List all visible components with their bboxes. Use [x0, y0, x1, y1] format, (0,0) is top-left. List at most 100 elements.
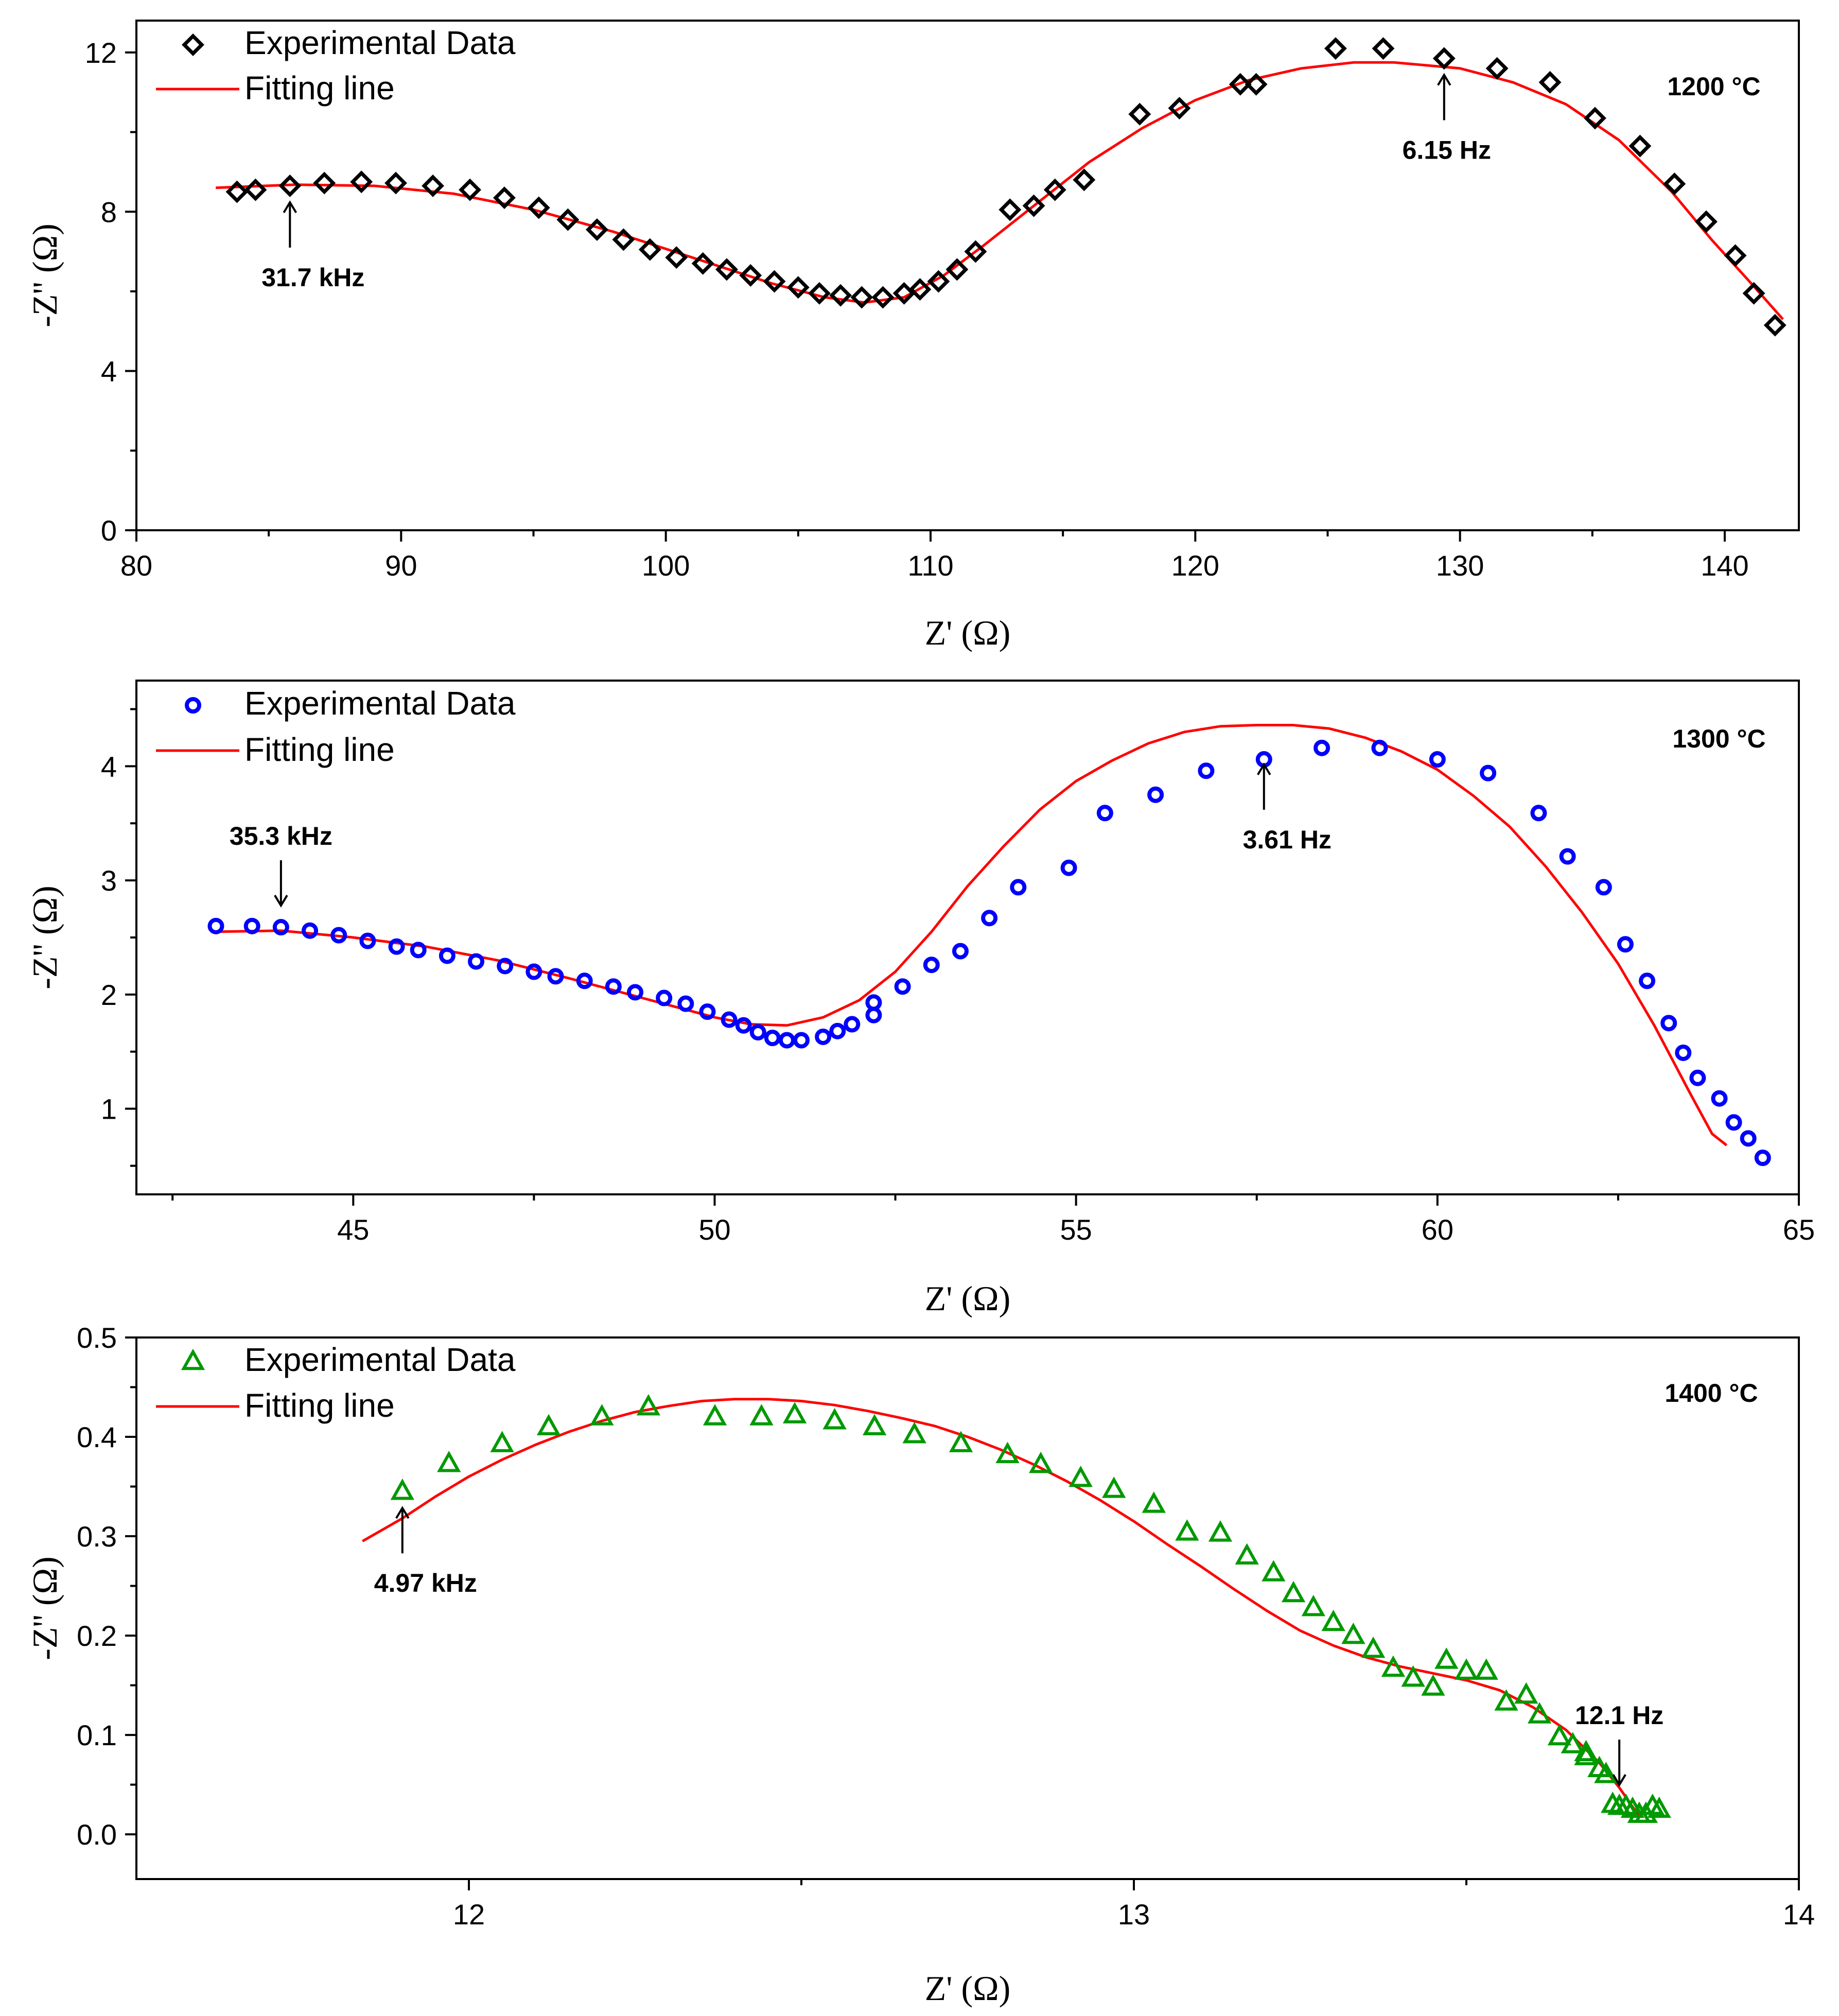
plot-frame: [135, 1336, 1800, 1880]
data-point: [945, 258, 969, 281]
fitting-line: [216, 61, 1784, 320]
data-point: [1301, 1594, 1326, 1617]
data-point: [749, 1404, 774, 1426]
data-point: [1485, 57, 1509, 80]
x-tick-label: 45: [337, 1213, 369, 1246]
data-point: [656, 989, 673, 1006]
data-point: [556, 208, 580, 231]
data-point: [808, 282, 831, 305]
data-point: [999, 198, 1022, 221]
data-point: [590, 1404, 614, 1426]
x-tick-label: 60: [1422, 1213, 1453, 1246]
data-point: [1096, 805, 1113, 822]
data-point: [735, 1017, 752, 1034]
data-point: [1010, 879, 1027, 896]
y-tick-label: 8: [101, 196, 117, 228]
data-point: [612, 228, 635, 251]
data-point: [1639, 972, 1656, 989]
data-point: [778, 1032, 795, 1049]
data-point: [1321, 1609, 1345, 1631]
data-point: [1073, 168, 1096, 192]
annotation-arrowhead: [274, 895, 288, 908]
data-point: [1324, 37, 1347, 60]
data-point: [1494, 1689, 1518, 1711]
chart-panel-1: 80 90 100 110 120 130 140 0 4 8 12 Z' (Ω) -Z'' (Ω) Ex…: [25, 20, 1800, 652]
x-tick-label: 50: [698, 1213, 730, 1246]
fitting-line: [362, 1398, 1640, 1817]
annotation-label: 12.1 Hz: [1575, 1701, 1663, 1730]
data-point: [585, 218, 608, 241]
data-point: [1235, 1543, 1259, 1565]
data-point: [871, 286, 895, 309]
data-point: [243, 917, 260, 934]
legend-label-experimental: Experimental Data: [244, 685, 516, 722]
data-point: [715, 258, 738, 281]
y-tick-label: 4: [101, 750, 117, 783]
x-tick-label: 120: [1171, 549, 1219, 582]
data-point: [927, 270, 950, 293]
temperature-label: 1300 °C: [1672, 724, 1765, 753]
data-point: [721, 1011, 738, 1028]
data-point: [638, 238, 661, 261]
data-point: [1763, 314, 1787, 337]
legend-label-fitting: Fitting line: [244, 731, 395, 768]
data-point: [1574, 1740, 1598, 1762]
data-point: [1401, 1665, 1425, 1687]
data-point: [1742, 282, 1765, 305]
y-axis-title: -Z'' (Ω): [25, 1556, 64, 1660]
annotation-label: 31.7 kHz: [261, 263, 364, 292]
data-point: [527, 196, 550, 219]
y-tick-label: 0.5: [77, 1322, 117, 1354]
legend-label-experimental: Experimental Data: [244, 24, 516, 61]
data-point: [952, 943, 969, 960]
x-axis-title: Z' (Ω): [925, 1279, 1011, 1318]
data-point: [437, 1450, 461, 1472]
data-point: [1527, 1702, 1552, 1724]
data-point: [272, 919, 289, 936]
legend-label-fitting: Fitting line: [244, 1387, 395, 1424]
data-point: [384, 171, 407, 195]
data-point: [390, 1479, 414, 1500]
data-point: [749, 1024, 766, 1041]
annotation: 12.1 Hz: [1575, 1701, 1663, 1787]
data-point: [786, 276, 810, 299]
data-point: [1102, 1476, 1126, 1498]
annotation-label: 35.3 kHz: [230, 822, 332, 850]
data-point: [691, 252, 714, 275]
y-axis-title: -Z'' (Ω): [25, 223, 64, 327]
data-point: [422, 175, 445, 197]
x-axis-title: Z' (Ω): [925, 613, 1011, 652]
y-tick-label: 0.1: [77, 1719, 117, 1751]
data-point: [1538, 71, 1562, 94]
data-point: [302, 922, 319, 939]
data-point: [1208, 1520, 1233, 1542]
annotation-label: 3.61 Hz: [1243, 825, 1332, 854]
annotation-arrowhead: [1257, 762, 1271, 775]
data-point: [677, 995, 694, 1012]
data-point: [459, 178, 482, 201]
data-point: [949, 1431, 973, 1452]
y-tick-label: 12: [85, 37, 117, 69]
temperature-label: 1400 °C: [1665, 1379, 1758, 1407]
data-point: [815, 1028, 832, 1045]
x-tick-label: 12: [453, 1898, 485, 1931]
data-point: [1198, 762, 1215, 779]
data-point: [605, 978, 622, 995]
data-point: [1128, 102, 1151, 126]
y-tick-label: 3: [101, 864, 117, 897]
data-point: [547, 968, 564, 985]
data-point: [995, 1441, 1020, 1464]
x-tick-label: 140: [1701, 549, 1748, 582]
fitting-line: [216, 724, 1728, 1146]
annotation: 6.15 Hz: [1403, 73, 1491, 164]
data-point: [829, 1022, 846, 1039]
data-point: [764, 1030, 781, 1047]
data-point: [1022, 194, 1045, 217]
data-point: [1421, 1674, 1445, 1696]
data-point: [1695, 210, 1718, 233]
data-point: [1142, 1491, 1166, 1513]
data-point: [902, 1422, 926, 1444]
annotation: 4.97 kHz: [374, 1506, 477, 1597]
y-tick-label: 0.2: [77, 1620, 117, 1652]
